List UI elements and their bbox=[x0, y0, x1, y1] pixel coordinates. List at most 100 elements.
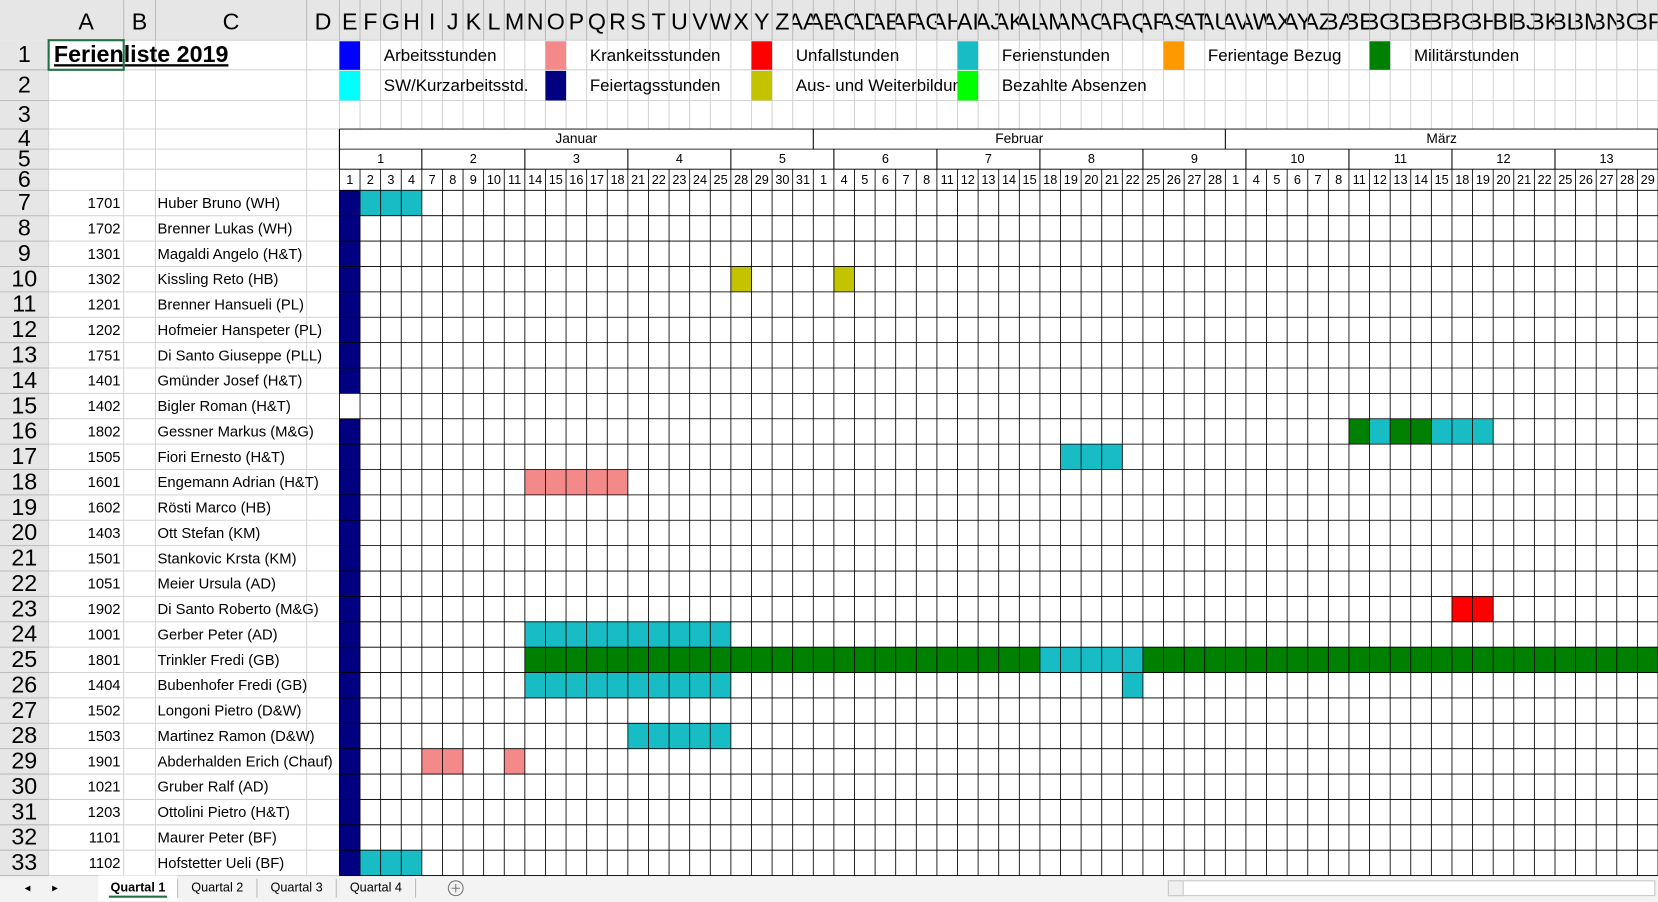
month-label: Januar bbox=[555, 131, 597, 146]
absence-cell bbox=[339, 291, 361, 318]
sheet-tab[interactable]: Quartal 3 bbox=[271, 881, 323, 895]
legend-label: Krankeitsstunden bbox=[590, 46, 721, 65]
scrollbar-arrow[interactable] bbox=[1167, 880, 1184, 897]
add-sheet-button[interactable] bbox=[447, 880, 464, 897]
day-number: 21 bbox=[1105, 173, 1119, 187]
day-number: 21 bbox=[631, 173, 645, 187]
employee-name: Brenner Lukas (WH) bbox=[158, 221, 293, 237]
row-number: 25 bbox=[11, 646, 37, 672]
employee-id: 1001 bbox=[88, 627, 121, 643]
day-number: 24 bbox=[693, 173, 707, 187]
absence-cell bbox=[339, 571, 361, 597]
column-letter: G bbox=[382, 8, 400, 34]
column-letter: L bbox=[487, 8, 500, 34]
employee-id: 1701 bbox=[88, 196, 121, 212]
employee-id: 1503 bbox=[88, 729, 121, 745]
row-number: 23 bbox=[11, 595, 37, 621]
employee-id: 1101 bbox=[89, 830, 121, 846]
employee-id: 1051 bbox=[88, 577, 121, 593]
column-letter: Q bbox=[588, 8, 606, 34]
employee-id: 1901 bbox=[88, 754, 121, 770]
column-header: BH bbox=[1473, 8, 1494, 34]
row-number: 7 bbox=[18, 189, 31, 215]
employee-name: Ottolini Pietro (H&T) bbox=[158, 805, 290, 821]
employee-name: Brenner Hansueli (PL) bbox=[158, 298, 304, 314]
employee-id: 1505 bbox=[88, 450, 121, 466]
column-letter: V bbox=[692, 8, 708, 34]
column-header: X bbox=[733, 8, 749, 34]
column-header: BO bbox=[1617, 8, 1638, 34]
column-letter: AS bbox=[1158, 8, 1189, 34]
column-header: BE bbox=[1411, 8, 1432, 34]
day-number: 12 bbox=[1373, 173, 1387, 187]
column-letter: N bbox=[527, 8, 544, 34]
column-header: L bbox=[487, 8, 500, 34]
day-number: 1 bbox=[346, 173, 353, 187]
row-number: 1 bbox=[18, 41, 31, 67]
employee-name: Ott Stefan (KM) bbox=[158, 526, 261, 542]
row-number: 11 bbox=[12, 291, 36, 317]
column-header: N bbox=[527, 8, 544, 34]
day-number: 16 bbox=[569, 173, 583, 187]
column-letter: W bbox=[710, 8, 732, 34]
column-header: D bbox=[315, 8, 332, 34]
row-header-bar bbox=[0, 40, 49, 876]
row-number: 4 bbox=[18, 125, 31, 151]
column-header: BI bbox=[1493, 8, 1514, 34]
day-number: 21 bbox=[1517, 173, 1531, 187]
sheet-title: Ferienliste 2019 bbox=[54, 41, 229, 67]
column-letter: AL bbox=[1015, 8, 1044, 34]
employee-id: 1802 bbox=[88, 424, 121, 440]
employee-id: 1501 bbox=[88, 551, 121, 567]
column-letter: AC bbox=[828, 8, 860, 34]
day-number: 27 bbox=[1187, 173, 1201, 187]
column-letter: BF bbox=[1427, 8, 1457, 34]
horizontal-scrollbar[interactable] bbox=[1167, 880, 1656, 897]
column-header: T bbox=[652, 8, 666, 34]
column-header: AP bbox=[1102, 8, 1123, 34]
employee-name: Gruber Ralf (AD) bbox=[158, 780, 269, 796]
column-letter: AH bbox=[931, 8, 963, 34]
employee-name: Stankovic Krsta (KM) bbox=[158, 551, 297, 567]
absence-cell bbox=[1060, 444, 1123, 470]
employee-name: Magaldi Angelo (H&T) bbox=[158, 247, 303, 263]
week-label: 1 bbox=[377, 152, 384, 166]
column-header: AA bbox=[793, 8, 814, 34]
employee-id: 1902 bbox=[88, 602, 121, 618]
employee-id: 1021 bbox=[88, 780, 121, 796]
column-letter: AR bbox=[1137, 8, 1169, 34]
column-header: AR bbox=[1137, 8, 1169, 34]
row-number: 32 bbox=[11, 824, 37, 850]
column-letter: AX bbox=[1261, 8, 1293, 34]
sheet-tab[interactable]: Quartal 1 bbox=[111, 881, 166, 895]
column-header: F bbox=[363, 8, 377, 34]
legend-label: Bezahlte Absenzen bbox=[1002, 76, 1147, 95]
column-letter: Y bbox=[754, 8, 770, 34]
employee-id: 1202 bbox=[88, 323, 121, 339]
column-letter: AY bbox=[1283, 8, 1312, 34]
column-header: G bbox=[382, 8, 400, 34]
column-header: AO bbox=[1081, 8, 1102, 34]
week-label: 8 bbox=[1088, 152, 1095, 166]
week-label: 12 bbox=[1496, 152, 1510, 166]
column-header: S bbox=[630, 8, 646, 34]
sheet-tab[interactable]: Quartal 2 bbox=[191, 881, 243, 895]
employee-name: Trinkler Fredi (GB) bbox=[158, 653, 280, 669]
legend-swatch bbox=[957, 41, 979, 70]
day-number: 11 bbox=[508, 173, 521, 187]
month-label: März bbox=[1426, 131, 1457, 146]
employee-name: Fiori Ernesto (H&T) bbox=[158, 450, 286, 466]
absence-cell bbox=[339, 266, 361, 292]
column-header: AX bbox=[1261, 8, 1293, 34]
column-header: BP bbox=[1637, 8, 1658, 34]
absence-cell bbox=[339, 494, 361, 521]
day-number: 15 bbox=[1023, 173, 1037, 187]
sheet-tab[interactable]: Quartal 4 bbox=[350, 881, 402, 895]
day-number: 26 bbox=[1579, 173, 1593, 187]
column-letter: AZ bbox=[1303, 8, 1333, 34]
absence-cell bbox=[1369, 418, 1391, 445]
employee-name: Rösti Marco (HB) bbox=[158, 501, 272, 517]
absence-cell bbox=[339, 367, 361, 394]
absence-cell bbox=[730, 266, 752, 292]
column-letter: A bbox=[78, 8, 94, 34]
